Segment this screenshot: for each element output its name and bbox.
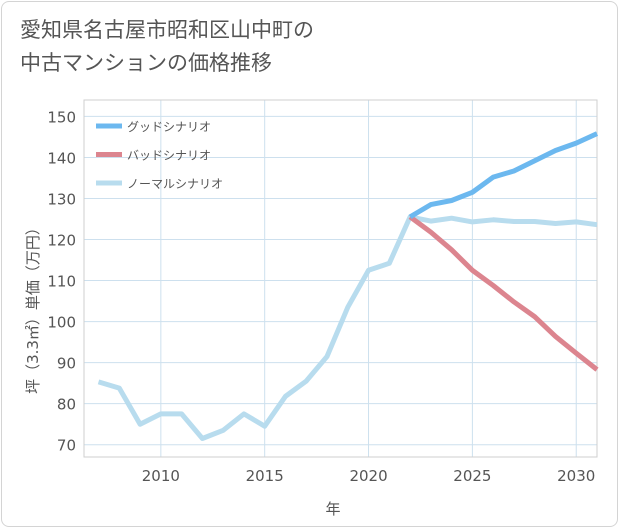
x-tick-label: 2015 (246, 467, 284, 485)
series-line-bad (408, 214, 599, 372)
chart-title-line-2: 中古マンションの価格推移 (20, 51, 272, 75)
series-line-normal (97, 214, 598, 441)
series-lines (97, 131, 599, 441)
legend-label-good: グッドシナリオ (127, 120, 211, 134)
y-tick-label: 70 (57, 437, 76, 455)
x-tick-label: 2030 (557, 467, 595, 485)
y-tick-label: 110 (47, 273, 76, 291)
y-tick-label: 100 (47, 314, 76, 332)
plot-area-frame (83, 99, 598, 458)
legend-label-bad: バッドシナリオ (127, 149, 211, 163)
y-tick-label: 150 (47, 108, 76, 126)
y-tick-label: 80 (57, 396, 76, 414)
x-axis-ticks: 2010 2015 2020 2025 2030 (142, 467, 596, 485)
legend-label-normal: ノーマルシナリオ (127, 177, 223, 191)
y-tick-label: 140 (47, 149, 76, 167)
y-axis-title: 坪（3.3㎡）単価（万円） (24, 220, 42, 394)
chart-title: 愛知県名古屋市昭和区山中町の 中古マンションの価格推移 (20, 14, 314, 80)
chart-title-line-1: 愛知県名古屋市昭和区山中町の (20, 18, 314, 42)
y-tick-label: 90 (57, 355, 76, 373)
y-axis-ticks: 70 80 90 100 110 120 130 140 150 (47, 108, 76, 454)
x-tick-label: 2010 (142, 467, 180, 485)
y-tick-label: 120 (47, 232, 76, 250)
series-line-good (408, 131, 599, 220)
y-tick-label: 130 (47, 190, 76, 208)
x-tick-label: 2025 (453, 467, 491, 485)
x-axis-title: 年 (325, 500, 340, 518)
x-tick-label: 2020 (349, 467, 387, 485)
